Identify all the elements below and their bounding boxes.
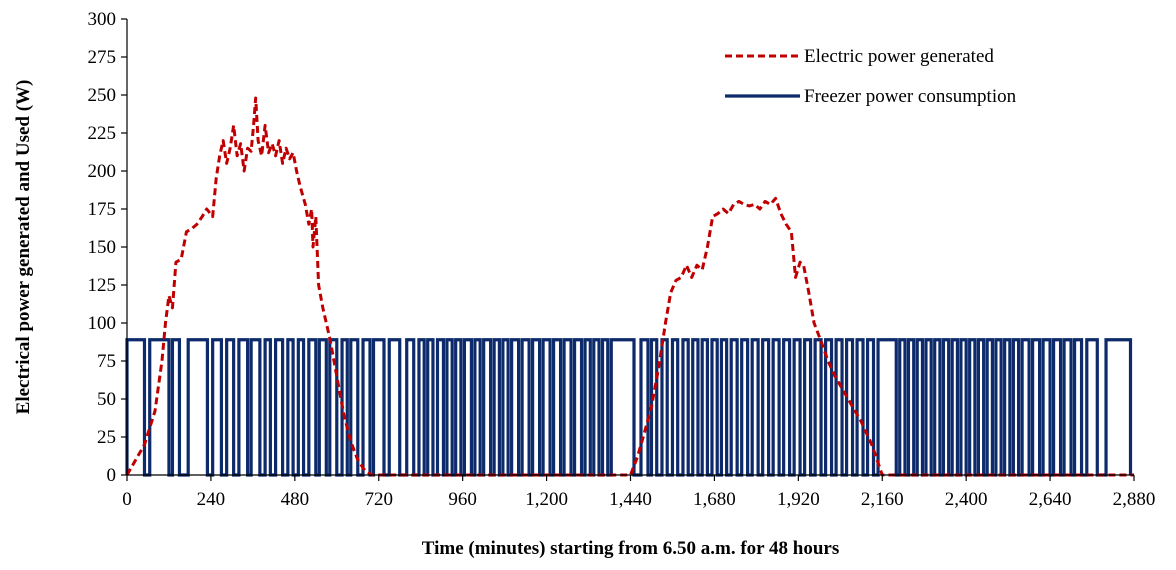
x-ticks: 0 240 480 720 960 1,200 1,440 1,680 1,920 2,160 2,… xyxy=(122,475,1155,510)
x-tick-label: 1,680 xyxy=(693,489,736,510)
x-axis-title: Time (minutes) starting from 6.50 a.m. f… xyxy=(422,538,839,559)
x-tick-label: 2,160 xyxy=(861,489,904,510)
x-tick-label: 2,640 xyxy=(1029,489,1072,510)
y-axis-title: Electrical power generated and Used (W) xyxy=(13,80,34,415)
y-tick-label: 125 xyxy=(88,275,117,296)
y-tick-label: 50 xyxy=(97,389,116,410)
x-tick-label: 720 xyxy=(365,489,394,510)
x-tick-label: 0 xyxy=(122,489,132,510)
y-tick-label: 300 xyxy=(88,9,117,30)
x-tick-label: 960 xyxy=(448,489,477,510)
y-tick-label: 100 xyxy=(88,313,117,334)
x-tick-label: 1,920 xyxy=(777,489,820,510)
x-tick-label: 2,880 xyxy=(1113,489,1156,510)
y-tick-label: 225 xyxy=(88,123,117,144)
y-tick-label: 200 xyxy=(88,161,117,182)
y-tick-label: 150 xyxy=(88,237,117,258)
y-tick-label: 0 xyxy=(107,465,117,486)
y-tick-label: 250 xyxy=(88,85,117,106)
y-tick-label: 275 xyxy=(88,47,117,68)
y-tick-label: 75 xyxy=(97,351,116,372)
y-tick-label: 25 xyxy=(97,427,116,448)
x-tick-label: 240 xyxy=(197,489,226,510)
legend: Electric power generated Freezer power co… xyxy=(725,46,1017,107)
x-tick-label: 1,440 xyxy=(609,489,652,510)
legend-label: Freezer power consumption xyxy=(804,86,1017,107)
series-line-freezer-power-consumption xyxy=(125,338,1133,477)
series-line-electric-power-generated xyxy=(125,96,1134,477)
x-tick-label: 1,200 xyxy=(525,489,568,510)
series-layer xyxy=(125,96,1134,477)
y-ticks: 0 25 50 75 100 125 150 175 200 225 250 275 300 xyxy=(88,9,127,486)
x-tick-label: 2,400 xyxy=(945,489,988,510)
legend-label: Electric power generated xyxy=(804,46,994,67)
x-tick-label: 480 xyxy=(281,489,310,510)
y-tick-label: 175 xyxy=(88,199,117,220)
